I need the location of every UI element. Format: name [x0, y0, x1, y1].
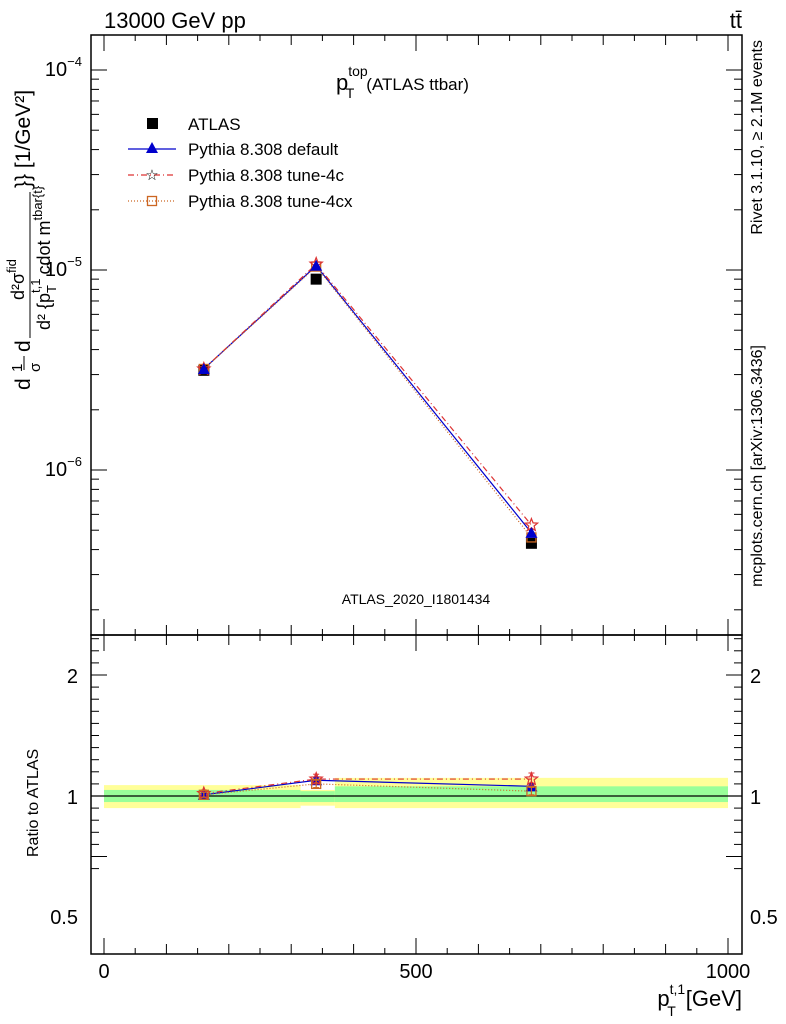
data-point-atlas [310, 273, 322, 285]
series-line-default [203, 264, 532, 534]
ratio-point-tune4cx [198, 789, 209, 800]
main-ylabel-num: d²σfid [4, 259, 28, 300]
ratio-ytick-label: 0.5 [50, 907, 78, 929]
data-point-default [310, 259, 323, 271]
main-ytick-label: 10−4 [45, 54, 82, 81]
chart-title: ptop T (ATLAS ttbar) [336, 63, 469, 101]
data-point-default [525, 526, 538, 538]
main-ylabel-den: d² {pTt,1cdot mtbar{t} [28, 185, 59, 330]
ratio-bands [91, 777, 742, 809]
data-point-atlas [525, 537, 537, 549]
xtick-label: 1000 [706, 961, 751, 983]
analysis-watermark: ATLAS_2020_I1801434 [342, 591, 491, 607]
band-inner [300, 791, 335, 803]
legend-label-atlas: ATLAS [188, 115, 241, 134]
main-ylabel-frac-den: σ [27, 362, 44, 372]
legend-entry-tune4cx: Pythia 8.308 tune-4cx [128, 192, 353, 211]
main-ylabel: d 1 σ d d²σfid d² {pTt,1cdot mtbar{t} }}… [4, 90, 59, 390]
ratio-data-layer [196, 770, 540, 801]
main-ylabel-d: d [12, 340, 35, 352]
ratio-ytick-label-right: 2 [750, 666, 761, 688]
legend: ATLAS Pythia 8.308 default ☆ Pythia 8.30… [128, 115, 353, 211]
legend-label-tune4cx: Pythia 8.308 tune-4cx [188, 192, 353, 211]
process-label: tt̄ [730, 8, 742, 33]
legend-label-default: Pythia 8.308 default [188, 140, 339, 159]
ratio-ylabel: Ratio to ATLAS [25, 749, 42, 857]
main-ylabel-left: d [12, 378, 35, 390]
legend-label-tune4c: Pythia 8.308 tune-4c [188, 166, 344, 185]
ratio-ytick-label-right: 1 [750, 787, 761, 809]
ratio-ticks [91, 635, 742, 954]
ratio-point-default [525, 780, 538, 792]
xtick-label: 0 [98, 961, 109, 983]
mcplots-label: mcplots.cern.ch [arXiv:1306.3436] [749, 345, 766, 587]
rivet-label: Rivet 3.1.10, ≥ 2.1M events [749, 40, 766, 235]
main-ticks [91, 35, 742, 635]
legend-marker-atlas [147, 118, 158, 129]
legend-marker-tune4c: ☆ [145, 167, 158, 184]
series-line-tune4cx [203, 265, 532, 538]
ratio-ytick-label-right: 0.5 [750, 907, 778, 929]
xlabel: pt,1 T [GeV] [657, 981, 742, 1019]
series-line-tune4c [203, 263, 532, 526]
ratio-point-tune4cx [526, 786, 537, 797]
data-point-default [197, 362, 210, 374]
legend-entry-default: Pythia 8.308 default [128, 140, 339, 159]
legend-entry-atlas: ATLAS [147, 115, 241, 134]
main-ylabel-frac-num: 1 [9, 364, 26, 372]
ratio-ytick-label: 2 [67, 666, 78, 688]
main-ytick-label: 10−5 [45, 254, 82, 281]
legend-marker-default [146, 142, 158, 153]
main-data-layer [196, 255, 540, 549]
main-ytick-label: 10−6 [45, 454, 82, 481]
legend-marker-tune4cx [146, 195, 158, 207]
main-ylabel-tail: }} [1/GeV²] [12, 90, 35, 188]
energy-label: 13000 GeV pp [104, 8, 246, 33]
xtick-label: 500 [399, 961, 432, 983]
ratio-point-tune4c [523, 770, 540, 786]
legend-entry-tune4c: ☆ Pythia 8.308 tune-4c [128, 166, 344, 185]
ratio-ytick-label: 1 [67, 787, 78, 809]
ratio-point-tune4cx [311, 778, 322, 790]
